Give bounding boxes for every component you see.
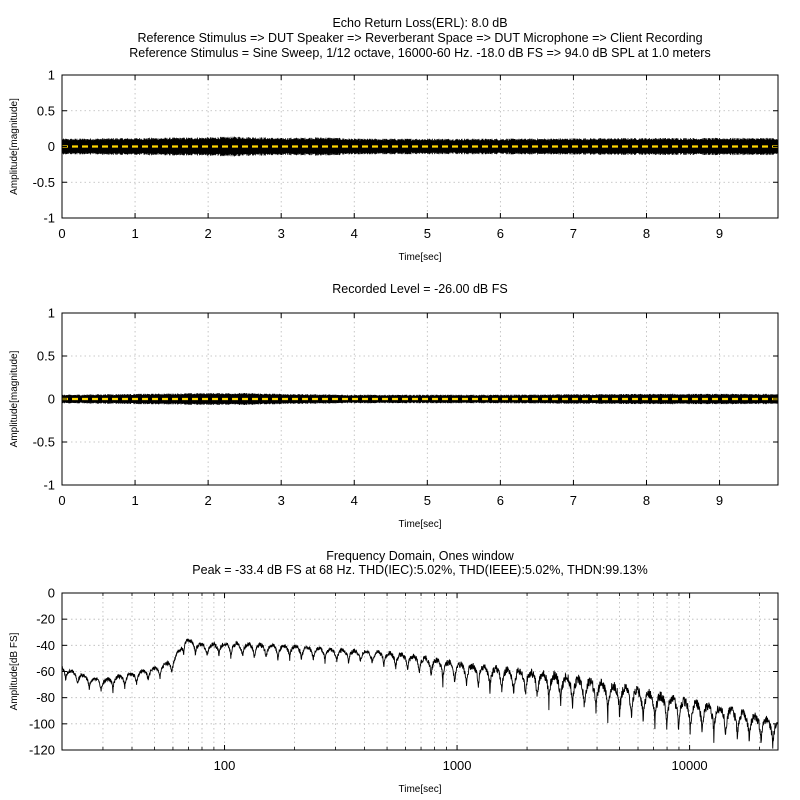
panel-2-title-line-1: Recorded Level = -26.00 dB FS <box>332 282 507 296</box>
series-spectrum <box>62 638 778 749</box>
x-axis-label: Time[sec] <box>399 519 442 530</box>
x-axis-label: Time[sec] <box>399 784 442 795</box>
y-tick-label: -0.5 <box>33 175 55 190</box>
x-tick-label: 6 <box>497 493 504 508</box>
x-tick-label: 1 <box>131 226 138 241</box>
x-tick-label: 8 <box>643 493 650 508</box>
x-tick-label: 3 <box>278 226 285 241</box>
panel-1-title-line-3: Reference Stimulus = Sine Sweep, 1/12 oc… <box>129 46 710 60</box>
x-tick-label: 4 <box>351 226 358 241</box>
y-tick-label: -120 <box>29 743 55 758</box>
x-tick-label: 5 <box>424 226 431 241</box>
panel-2: Recorded Level = -26.00 dB FS 0 1 2 3 4 5 6 7 8 9 1… <box>9 282 779 530</box>
x-tick-label: 1000 <box>443 758 472 773</box>
x-tick-label: 2 <box>205 226 212 241</box>
x-tick-label: 3 <box>278 493 285 508</box>
panel-1-title-line-2: Reference Stimulus => DUT Speaker => Rev… <box>137 31 702 45</box>
y-tick-label: 0 <box>48 392 55 407</box>
x-tick-label: 6 <box>497 226 504 241</box>
x-tick-label: 5 <box>424 493 431 508</box>
x-tick-label: 1 <box>131 493 138 508</box>
y-tick-label: -0.5 <box>33 435 55 450</box>
y-tick-label: -80 <box>36 690 55 705</box>
x-tick-label: 8 <box>643 226 650 241</box>
y-tick-label: -40 <box>36 638 55 653</box>
y-tick-label: -1 <box>43 478 55 493</box>
y-tick-label: 0 <box>48 586 55 601</box>
grid <box>62 75 778 218</box>
y-tick-label: 0.5 <box>37 349 55 364</box>
x-tick-label: 0 <box>58 493 65 508</box>
series-waveform <box>62 393 778 405</box>
panel-3-title-line-2: Peak = -33.4 dB FS at 68 Hz. THD(IEC):5.… <box>192 563 647 577</box>
plot-area <box>62 136 778 157</box>
y-tick-label: 0 <box>48 139 55 154</box>
x-tick-label: 2 <box>205 493 212 508</box>
y-axis-label: Amplitude[magnitude] <box>9 98 20 195</box>
x-tick-label: 10000 <box>672 758 708 773</box>
x-tick-label: 9 <box>716 226 723 241</box>
panel-3-title-line-1: Frequency Domain, Ones window <box>326 549 515 563</box>
y-axis-label: Amplitude[magnitude] <box>9 350 20 447</box>
x-tick-label: 9 <box>716 493 723 508</box>
plot-area <box>62 393 778 405</box>
plot-area <box>62 638 778 749</box>
x-tick-label: 100 <box>214 758 236 773</box>
x-tick-label: 7 <box>570 226 577 241</box>
y-tick-label: -1 <box>43 211 55 226</box>
y-tick-label: 0.5 <box>37 103 55 118</box>
y-tick-label: -100 <box>29 716 55 731</box>
panel-1-title-line-1: Echo Return Loss(ERL): 8.0 dB <box>332 16 507 30</box>
x-tick-label: 7 <box>570 493 577 508</box>
y-tick-label: -20 <box>36 612 55 627</box>
x-tick-label: 0 <box>58 226 65 241</box>
series-waveform <box>62 136 778 157</box>
y-axis-label: Amplitude[dB FS] <box>9 632 20 710</box>
x-tick-label: 4 <box>351 493 358 508</box>
y-tick-label: -60 <box>36 664 55 679</box>
y-tick-label: 1 <box>48 68 55 83</box>
x-axis-label: Time[sec] <box>399 252 442 263</box>
y-tick-label: 1 <box>48 306 55 321</box>
